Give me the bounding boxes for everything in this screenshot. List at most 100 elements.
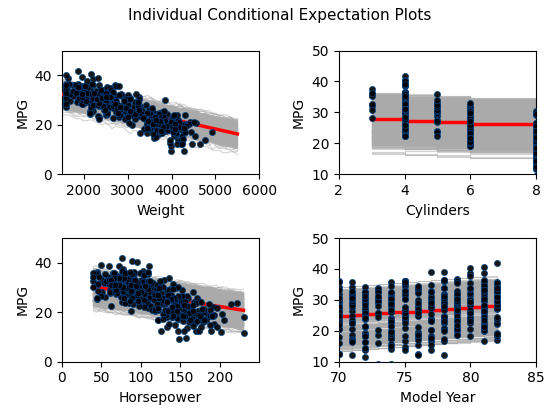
Point: [172, 308, 181, 315]
Point: [452, 331, 461, 338]
Point: [400, 104, 409, 111]
Point: [167, 118, 176, 124]
Point: [71, 89, 80, 96]
Point: [88, 103, 97, 110]
Point: [158, 294, 167, 301]
Point: [62, 101, 71, 108]
Point: [130, 277, 139, 284]
Point: [161, 299, 170, 306]
Point: [466, 104, 475, 110]
Point: [531, 144, 540, 150]
Point: [101, 97, 110, 103]
Point: [400, 122, 409, 129]
Point: [151, 113, 160, 120]
Point: [479, 323, 488, 329]
Point: [127, 274, 136, 281]
Point: [492, 304, 501, 311]
Point: [479, 313, 488, 320]
Point: [400, 108, 409, 115]
Point: [106, 100, 115, 107]
Point: [479, 323, 488, 330]
Point: [440, 337, 449, 344]
Point: [155, 115, 164, 121]
Point: [137, 291, 146, 298]
Point: [400, 315, 409, 322]
Point: [531, 143, 540, 150]
Point: [112, 291, 121, 297]
Point: [62, 86, 71, 92]
Point: [77, 74, 86, 81]
Point: [531, 132, 540, 139]
Point: [160, 108, 169, 114]
Point: [334, 320, 343, 327]
Point: [128, 276, 137, 282]
Point: [132, 289, 141, 295]
Point: [531, 143, 540, 150]
Point: [400, 111, 409, 118]
Point: [96, 276, 105, 282]
Point: [400, 105, 409, 112]
Point: [400, 89, 409, 96]
X-axis label: Model Year: Model Year: [400, 391, 475, 405]
Point: [136, 270, 144, 276]
Point: [531, 143, 540, 150]
Point: [125, 281, 134, 288]
Point: [479, 297, 488, 304]
Point: [413, 334, 422, 341]
Point: [531, 152, 540, 158]
Point: [191, 312, 200, 319]
Point: [109, 102, 118, 109]
Point: [426, 281, 435, 288]
Point: [400, 108, 409, 115]
Point: [135, 278, 144, 285]
Point: [361, 284, 370, 291]
Point: [91, 94, 100, 100]
Point: [466, 318, 475, 324]
Point: [151, 121, 160, 127]
Point: [130, 290, 139, 297]
Point: [387, 309, 396, 315]
Point: [347, 300, 356, 307]
Point: [120, 284, 129, 291]
Point: [531, 173, 540, 180]
Point: [162, 314, 171, 320]
Point: [400, 121, 409, 127]
Point: [124, 275, 133, 282]
X-axis label: Horsepower: Horsepower: [119, 391, 202, 405]
Point: [479, 316, 488, 323]
Point: [433, 119, 442, 126]
Point: [172, 126, 181, 132]
Point: [400, 115, 409, 122]
Point: [186, 129, 195, 136]
Point: [179, 318, 188, 325]
Point: [492, 287, 501, 294]
Point: [492, 294, 501, 300]
Point: [190, 320, 199, 326]
Point: [167, 119, 176, 126]
Point: [440, 295, 449, 302]
Point: [400, 279, 409, 286]
Point: [110, 271, 119, 278]
Point: [156, 300, 165, 307]
Point: [361, 300, 370, 307]
Point: [400, 118, 409, 125]
Point: [129, 301, 138, 307]
Point: [94, 75, 102, 81]
Point: [175, 119, 184, 126]
Point: [199, 309, 208, 315]
Point: [62, 104, 71, 110]
Point: [174, 310, 183, 316]
Point: [426, 289, 435, 295]
Point: [115, 112, 124, 118]
Point: [466, 108, 475, 114]
Point: [452, 297, 461, 303]
Point: [101, 110, 110, 116]
Point: [62, 88, 71, 94]
Point: [531, 152, 540, 159]
Point: [466, 126, 475, 132]
Point: [433, 100, 442, 107]
Point: [122, 272, 130, 279]
Point: [452, 295, 461, 302]
Point: [119, 288, 128, 295]
Point: [165, 286, 174, 293]
